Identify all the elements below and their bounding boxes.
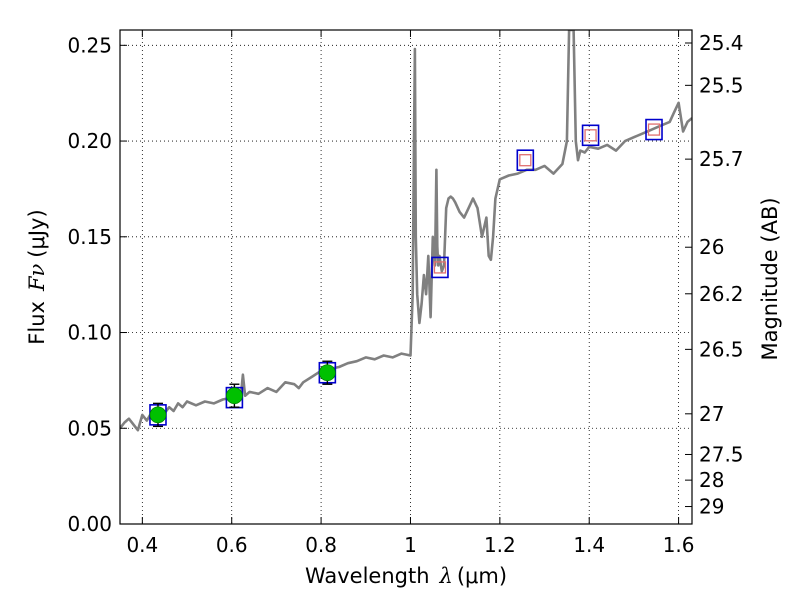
y2-tick-label: 27 [699, 402, 724, 426]
optical-photometry-point [225, 387, 243, 405]
x-tick-label: 1.4 [573, 533, 605, 557]
axis-ticks [120, 30, 692, 525]
plot-frame [119, 29, 693, 525]
x-tick-label: 0.6 [216, 533, 248, 557]
y2-tick-label: 25.5 [699, 73, 744, 97]
y2-tick-label: 27.5 [699, 442, 744, 466]
y2-tick-label: 25.7 [699, 147, 744, 171]
y2-axis-label: Magnitude (AB) [758, 197, 782, 360]
model-bandflux-square [431, 256, 449, 279]
x-axis-label: Wavelength λ (μm) [305, 564, 507, 588]
y2-tick-label: 26 [699, 235, 724, 259]
x-tick-label: 1.2 [484, 533, 516, 557]
model-bandflux-square [645, 118, 663, 141]
x-tick-label: 1.6 [663, 533, 695, 557]
nir-photometry-point [647, 123, 661, 136]
model-bandflux-square [581, 124, 600, 147]
model-spectrum-line [120, 30, 692, 432]
y2-tick-label: 28 [699, 468, 724, 492]
model-spectrum-layer [120, 30, 692, 432]
x-tick-label: 0.8 [305, 533, 337, 557]
y-tick-label: 0.00 [67, 512, 112, 536]
y2-tick-label: 29 [699, 495, 724, 519]
y-axis-label: FluxFν(μJy) [25, 209, 49, 344]
nir-photometry-point [584, 129, 597, 142]
axis-tick-labels: 0.4 0.6 0.8 1 1.2 1.4 1.6 0.00 0.05 0.10 0.15 0.20 0… [67, 31, 743, 557]
y-tick-label: 0.25 [67, 33, 112, 57]
optical-photometry-point [318, 364, 336, 382]
y-tick-label: 0.20 [67, 129, 112, 153]
y-tick-label: 0.15 [67, 225, 112, 249]
photometry-markers-layer [149, 118, 663, 428]
y-tick-label: 0.10 [67, 321, 112, 345]
x-tick-label: 1 [404, 533, 417, 557]
y2-tick-label: 26.2 [699, 282, 744, 306]
y-tick-label: 0.05 [67, 416, 112, 440]
nir-photometry-point [433, 261, 447, 274]
x-tick-label: 0.4 [126, 533, 158, 557]
y2-tick-label: 26.5 [699, 337, 744, 361]
optical-photometry-point [149, 406, 167, 424]
model-bandflux-square [516, 149, 535, 172]
nir-photometry-point [519, 154, 532, 167]
y2-tick-label: 25.4 [699, 31, 744, 55]
